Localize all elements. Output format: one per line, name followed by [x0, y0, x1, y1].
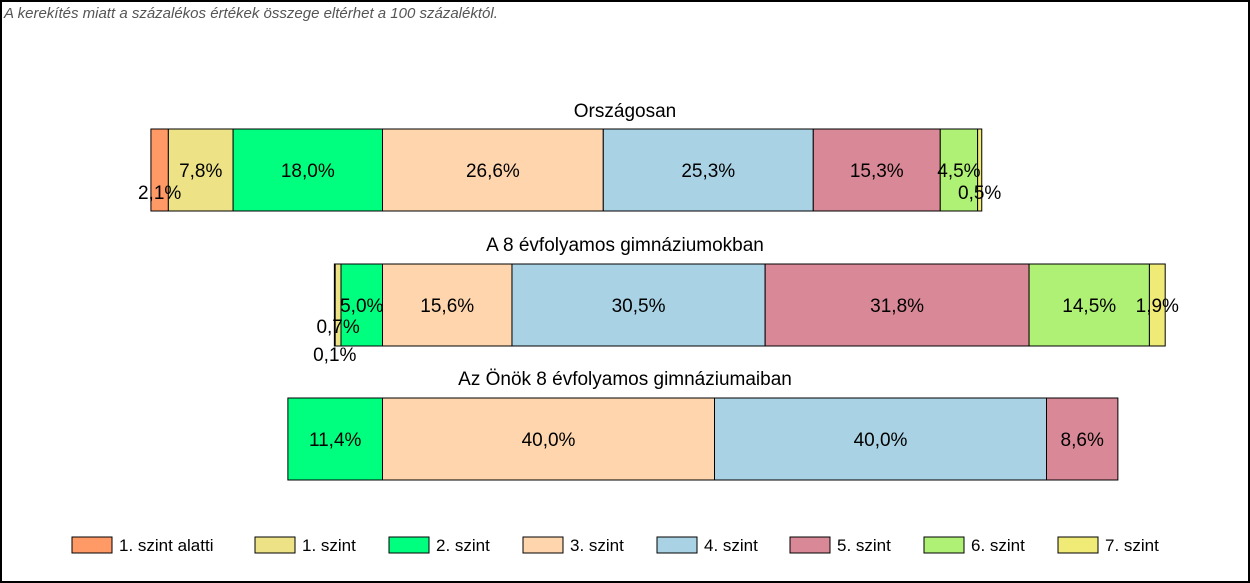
data-label: 11,4% — [309, 430, 362, 451]
legend-label: 1. szint — [302, 536, 356, 555]
bar-segment — [977, 128, 983, 212]
data-label: 14,5% — [1062, 296, 1116, 317]
data-label: 2,1% — [138, 183, 181, 204]
data-label: 0,1% — [313, 345, 356, 366]
data-label: 1,9% — [1136, 296, 1179, 317]
data-label: 0,5% — [958, 183, 1001, 204]
data-label: 40,0% — [522, 430, 576, 451]
legend-swatch — [1057, 536, 1099, 554]
data-label: 8,6% — [1061, 430, 1104, 451]
legend-label: 6. szint — [971, 536, 1025, 555]
data-label: 40,0% — [854, 430, 908, 451]
legend-swatch — [71, 536, 113, 554]
bar-segment — [939, 128, 979, 212]
bar-segment — [764, 263, 1030, 347]
bar-group-title: A 8 évfolyamos gimnáziumokban — [486, 235, 764, 256]
data-label: 30,5% — [612, 296, 666, 317]
bar-segment — [382, 397, 715, 481]
legend-label: 7. szint — [1105, 536, 1159, 555]
legend-swatch — [923, 536, 965, 554]
bar-segment — [511, 263, 766, 347]
bar-segment — [382, 128, 604, 212]
bar-segment — [1148, 263, 1166, 347]
legend-swatch — [388, 536, 430, 554]
bar-segment — [812, 128, 941, 212]
legend-swatch — [522, 536, 564, 554]
bar-group-title: Az Önök 8 évfolyamos gimnáziumaiban — [458, 369, 792, 390]
legend-label: 4. szint — [704, 536, 758, 555]
bar-segment — [340, 263, 383, 347]
legend-label: 5. szint — [837, 536, 891, 555]
bar-segment — [382, 263, 513, 347]
legend-swatch — [254, 536, 296, 554]
data-label: 5,0% — [340, 296, 383, 317]
data-label: 7,8% — [179, 161, 222, 182]
legend-label: 2. szint — [436, 536, 490, 555]
legend-label: 1. szint alatti — [119, 536, 214, 555]
data-label: 31,8% — [870, 296, 924, 317]
data-label: 18,0% — [281, 161, 335, 182]
legend-swatch — [656, 536, 698, 554]
legend-swatch — [789, 536, 831, 554]
bar-segment — [232, 128, 383, 212]
rounding-note: A kerekítés miatt a százalékos értékek ö… — [4, 5, 498, 22]
data-label: 26,6% — [466, 161, 520, 182]
bar-segment — [602, 128, 814, 212]
bar-group-title: Országosan — [574, 101, 676, 122]
bar-segment — [1028, 263, 1150, 347]
data-label: 0,7% — [316, 317, 359, 338]
data-label: 15,3% — [850, 161, 904, 182]
data-label: 15,6% — [420, 296, 474, 317]
bar-segment — [1046, 397, 1119, 481]
legend-label: 3. szint — [570, 536, 624, 555]
data-label: 4,5% — [937, 161, 980, 182]
data-label: 25,3% — [681, 161, 735, 182]
